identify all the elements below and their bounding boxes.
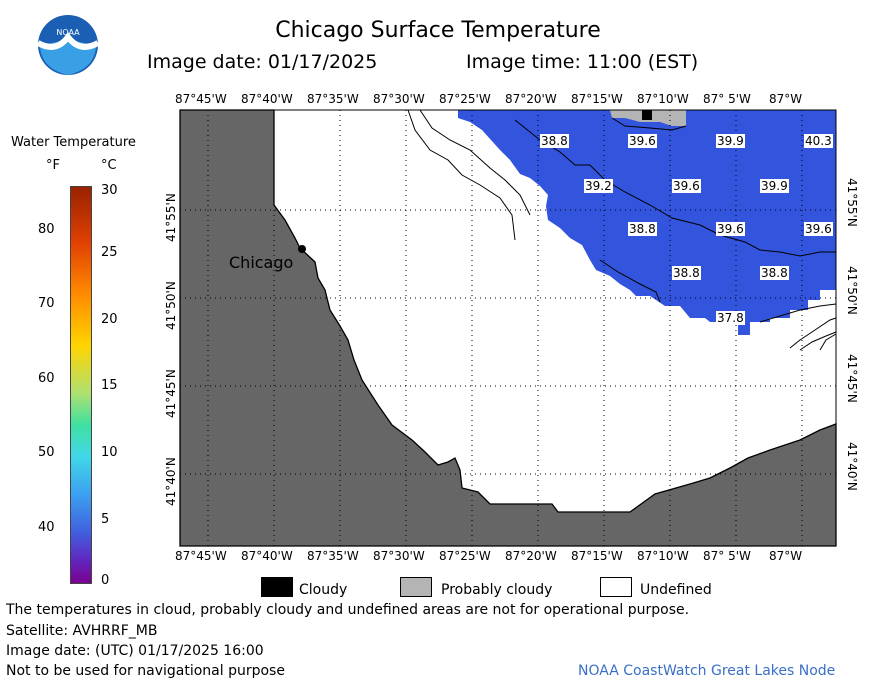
colorbar-c-tick: 30 (101, 183, 118, 198)
lon-label: 87°35'W (307, 92, 359, 106)
map-title: Chicago Surface Temperature (275, 18, 601, 43)
colorbar-f-tick: 50 (38, 445, 55, 460)
satellite-text: Satellite: AVHRRF_MB (6, 623, 158, 639)
temperature-label: 38.8 (540, 134, 569, 148)
lat-label: 41°50'N (845, 266, 859, 315)
image-date: Image date: 01/17/2025 (147, 51, 378, 73)
lon-label: 87°35'W (307, 549, 359, 563)
temperature-label: 39.2 (584, 179, 613, 193)
lon-label: 87°10'W (637, 92, 689, 106)
temperature-label: 39.6 (716, 222, 745, 236)
colorbar-f-tick: 70 (38, 296, 55, 311)
image-time: Image time: 11:00 (EST) (466, 51, 699, 73)
lon-label: 87°W (769, 549, 803, 563)
credit-text: NOAA CoastWatch Great Lakes Node (578, 663, 836, 679)
colorbar-c-tick: 0 (101, 573, 110, 588)
temperature-label: 39.9 (716, 134, 745, 148)
temperature-label: 38.8 (628, 222, 657, 236)
noaa-logo: NOAA (36, 15, 100, 75)
lat-label: 41°55'N (845, 178, 859, 227)
lon-label: 87° 5'W (703, 549, 751, 563)
legend-undefined-label: Undefined (640, 582, 712, 598)
lon-label: 87°45'W (175, 92, 227, 106)
land-area (179, 109, 837, 547)
lon-label: 87°40'W (241, 549, 293, 563)
map-frame (179, 109, 837, 547)
colorbar-unit-f: °F (46, 158, 60, 173)
colorbar-f-tick: 40 (38, 520, 55, 535)
lat-label: 41°40'N (845, 442, 859, 491)
colorbar-c-tick: 20 (101, 312, 118, 327)
contour-lines (407, 109, 837, 351)
temperature-label: 39.6 (672, 179, 701, 193)
lon-label: 87°30'W (373, 92, 425, 106)
city-label: Chicago (229, 253, 294, 272)
temperature-label: 38.8 (760, 266, 789, 280)
legend-undefined-swatch (600, 577, 632, 597)
temperature-label: 39.9 (760, 179, 789, 193)
colorbar-unit-c: °C (101, 158, 117, 173)
utc-date-text: Image date: (UTC) 01/17/2025 16:00 (6, 643, 264, 659)
svg-text:NOAA: NOAA (56, 28, 80, 37)
lat-label: 41°40'N (164, 457, 178, 506)
temperature-label: 40.3 (804, 134, 833, 148)
legend-probably-cloudy-swatch (400, 577, 432, 597)
lon-label: 87°W (769, 92, 803, 106)
lat-label: 41°45'N (845, 354, 859, 403)
colorbar-c-tick: 5 (101, 512, 110, 527)
colorbar-c-tick: 10 (101, 445, 118, 460)
lon-label: 87°30'W (373, 549, 425, 563)
colorbar-c-tick: 15 (101, 378, 118, 393)
colorbar (70, 186, 92, 584)
lon-label: 87°20'W (505, 549, 557, 563)
lon-label: 87°15'W (571, 92, 623, 106)
lat-label: 41°55'N (164, 193, 178, 242)
lon-label: 87°25'W (439, 549, 491, 563)
lon-label: 87°25'W (439, 92, 491, 106)
cloudy-area (642, 110, 652, 120)
temperature-label: 37.8 (716, 311, 745, 325)
lon-label: 87° 5'W (703, 92, 751, 106)
colorbar-f-tick: 60 (38, 371, 55, 386)
lon-label: 87°15'W (571, 549, 623, 563)
legend-probably-cloudy-label: Probably cloudy (441, 582, 553, 598)
lon-label: 87°10'W (637, 549, 689, 563)
lat-label: 41°45'N (164, 369, 178, 418)
colorbar-title: Water Temperature (11, 135, 136, 150)
colorbar-c-tick: 25 (101, 245, 118, 260)
legend-cloudy-swatch (261, 577, 293, 597)
chicago-marker (298, 245, 306, 253)
temperature-label: 39.6 (804, 222, 833, 236)
temperature-label: 39.6 (628, 134, 657, 148)
lon-label: 87°45'W (175, 549, 227, 563)
navigation-warning: Not to be used for navigational purpose (6, 663, 285, 679)
disclaimer-text: The temperatures in cloud, probably clou… (6, 602, 690, 618)
colorbar-f-tick: 80 (38, 222, 55, 237)
lat-label: 41°50'N (164, 281, 178, 330)
temperature-label: 38.8 (672, 266, 701, 280)
lon-label: 87°40'W (241, 92, 293, 106)
lon-label: 87°20'W (505, 92, 557, 106)
legend-cloudy-label: Cloudy (299, 582, 348, 598)
